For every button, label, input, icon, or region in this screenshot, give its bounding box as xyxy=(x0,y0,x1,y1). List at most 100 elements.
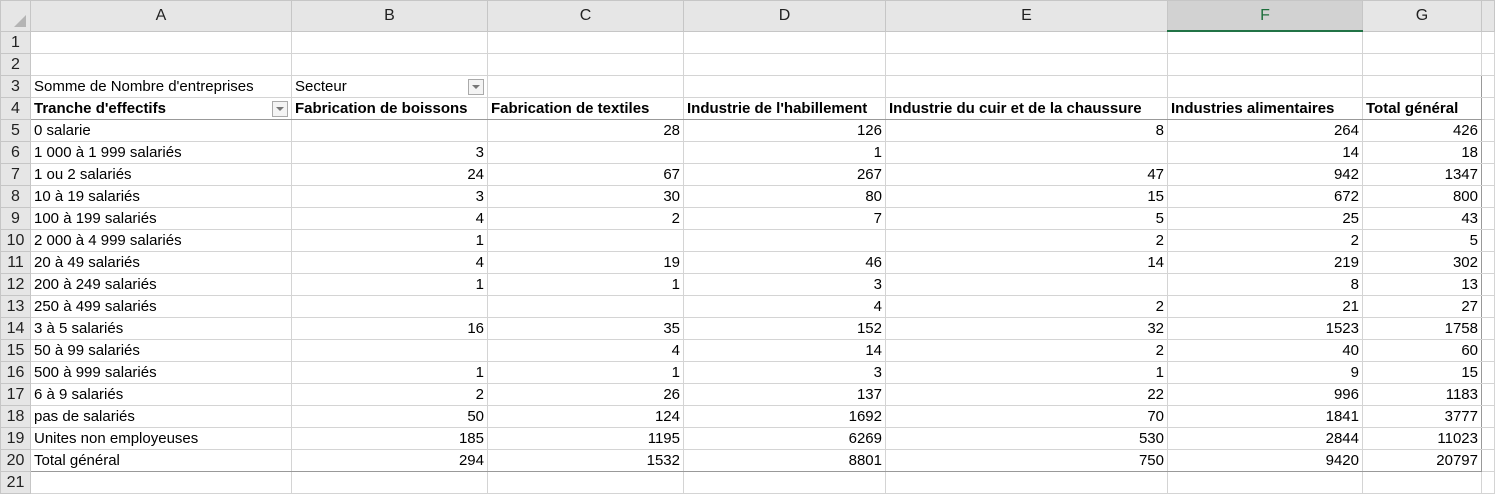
pivot-value-cell[interactable]: 2844 xyxy=(1167,427,1363,450)
pivot-value-cell[interactable]: 267 xyxy=(683,163,886,186)
row-header-17[interactable]: 17 xyxy=(0,383,31,406)
pivot-row-field[interactable]: Tranche d'effectifs xyxy=(30,97,292,120)
pivot-value-cell[interactable]: 185 xyxy=(291,427,488,450)
pivot-value-cell[interactable]: 4 xyxy=(487,339,684,362)
cell[interactable] xyxy=(1481,449,1495,472)
pivot-row-label[interactable]: 1 ou 2 salariés xyxy=(30,163,292,186)
cell[interactable] xyxy=(291,471,488,494)
cell[interactable] xyxy=(885,53,1168,76)
cell[interactable] xyxy=(1481,97,1495,120)
filter-dropdown-icon[interactable] xyxy=(468,79,484,95)
pivot-value-cell[interactable]: 46 xyxy=(683,251,886,274)
pivot-value-cell[interactable]: 14 xyxy=(1167,141,1363,164)
pivot-value-cell[interactable]: 24 xyxy=(291,163,488,186)
cell[interactable] xyxy=(1362,75,1482,98)
cell[interactable] xyxy=(683,471,886,494)
cell[interactable] xyxy=(1481,471,1495,494)
pivot-row-label[interactable]: 1 000 à 1 999 salariés xyxy=(30,141,292,164)
cell[interactable] xyxy=(291,53,488,76)
pivot-column-header[interactable]: Industrie du cuir et de la chaussure xyxy=(885,97,1168,120)
pivot-value-cell[interactable]: 2 xyxy=(885,295,1168,318)
pivot-value-cell[interactable]: 16 xyxy=(291,317,488,340)
pivot-value-cell[interactable]: 1347 xyxy=(1362,163,1482,186)
column-header-partial[interactable] xyxy=(1481,0,1495,32)
pivot-value-cell[interactable]: 7 xyxy=(683,207,886,230)
pivot-value-cell[interactable]: 1 xyxy=(487,361,684,384)
pivot-value-cell[interactable]: 3777 xyxy=(1362,405,1482,428)
cell[interactable] xyxy=(487,471,684,494)
pivot-value-cell[interactable]: 67 xyxy=(487,163,684,186)
row-header-2[interactable]: 2 xyxy=(0,53,31,76)
pivot-column-header[interactable]: Industries alimentaires xyxy=(1167,97,1363,120)
pivot-value-cell[interactable] xyxy=(487,295,684,318)
column-header-F[interactable]: F xyxy=(1167,0,1363,32)
cell[interactable] xyxy=(1481,273,1495,296)
pivot-value-cell[interactable]: 1 xyxy=(487,273,684,296)
cell[interactable] xyxy=(1481,141,1495,164)
pivot-value-cell[interactable]: 5 xyxy=(885,207,1168,230)
cell[interactable] xyxy=(487,53,684,76)
pivot-row-label[interactable]: 50 à 99 salariés xyxy=(30,339,292,362)
cell[interactable] xyxy=(30,30,292,54)
row-header-21[interactable]: 21 xyxy=(0,471,31,494)
pivot-value-cell[interactable]: 2 xyxy=(885,339,1168,362)
row-header-16[interactable]: 16 xyxy=(0,361,31,384)
pivot-value-cell[interactable]: 11023 xyxy=(1362,427,1482,450)
pivot-row-label[interactable]: 2 000 à 4 999 salariés xyxy=(30,229,292,252)
row-header-20[interactable]: 20 xyxy=(0,449,31,472)
pivot-row-label[interactable]: 3 à 5 salariés xyxy=(30,317,292,340)
pivot-value-cell[interactable]: 80 xyxy=(683,185,886,208)
pivot-value-cell[interactable]: 2 xyxy=(1167,229,1363,252)
column-header-A[interactable]: A xyxy=(30,0,292,32)
pivot-value-cell[interactable]: 18 xyxy=(1362,141,1482,164)
pivot-value-cell[interactable] xyxy=(291,339,488,362)
pivot-value-cell[interactable]: 3 xyxy=(683,361,886,384)
pivot-value-cell[interactable]: 2 xyxy=(885,229,1168,252)
pivot-row-label[interactable]: 250 à 499 salariés xyxy=(30,295,292,318)
pivot-value-cell[interactable]: 13 xyxy=(1362,273,1482,296)
pivot-value-cell[interactable]: 1758 xyxy=(1362,317,1482,340)
select-all-corner[interactable] xyxy=(0,0,31,32)
cell[interactable] xyxy=(1481,317,1495,340)
pivot-column-header[interactable]: Fabrication de textiles xyxy=(487,97,684,120)
pivot-row-label[interactable]: 100 à 199 salariés xyxy=(30,207,292,230)
pivot-value-cell[interactable]: 302 xyxy=(1362,251,1482,274)
row-header-10[interactable]: 10 xyxy=(0,229,31,252)
pivot-column-header[interactable]: Total général xyxy=(1362,97,1482,120)
pivot-total-label[interactable]: Total général xyxy=(30,449,292,472)
cell[interactable] xyxy=(1167,75,1363,98)
cell[interactable] xyxy=(1481,295,1495,318)
pivot-value-cell[interactable] xyxy=(487,229,684,252)
pivot-value-cell[interactable]: 1 xyxy=(291,361,488,384)
pivot-value-cell[interactable]: 5 xyxy=(1362,229,1482,252)
pivot-value-cell[interactable]: 1523 xyxy=(1167,317,1363,340)
pivot-column-header[interactable]: Fabrication de boissons xyxy=(291,97,488,120)
pivot-row-label[interactable]: 200 à 249 salariés xyxy=(30,273,292,296)
pivot-value-cell[interactable]: 137 xyxy=(683,383,886,406)
pivot-value-cell[interactable]: 22 xyxy=(885,383,1168,406)
pivot-total-cell[interactable]: 9420 xyxy=(1167,449,1363,472)
cell[interactable] xyxy=(683,30,886,54)
pivot-total-cell[interactable]: 8801 xyxy=(683,449,886,472)
cell[interactable] xyxy=(1167,30,1363,54)
pivot-value-cell[interactable] xyxy=(683,229,886,252)
pivot-value-cell[interactable]: 3 xyxy=(291,185,488,208)
column-header-B[interactable]: B xyxy=(291,0,488,32)
pivot-value-cell[interactable]: 43 xyxy=(1362,207,1482,230)
pivot-row-label[interactable]: 10 à 19 salariés xyxy=(30,185,292,208)
row-header-12[interactable]: 12 xyxy=(0,273,31,296)
pivot-value-cell[interactable]: 3 xyxy=(683,273,886,296)
pivot-total-cell[interactable]: 1532 xyxy=(487,449,684,472)
pivot-value-cell[interactable]: 35 xyxy=(487,317,684,340)
cell[interactable] xyxy=(291,30,488,54)
cell[interactable] xyxy=(1481,383,1495,406)
pivot-value-cell[interactable]: 50 xyxy=(291,405,488,428)
pivot-value-cell[interactable]: 426 xyxy=(1362,119,1482,142)
pivot-row-label[interactable]: 20 à 49 salariés xyxy=(30,251,292,274)
pivot-value-cell[interactable]: 9 xyxy=(1167,361,1363,384)
pivot-value-cell[interactable]: 4 xyxy=(683,295,886,318)
pivot-value-cell[interactable]: 15 xyxy=(885,185,1168,208)
cell[interactable] xyxy=(1481,251,1495,274)
column-header-D[interactable]: D xyxy=(683,0,886,32)
pivot-value-cell[interactable]: 530 xyxy=(885,427,1168,450)
